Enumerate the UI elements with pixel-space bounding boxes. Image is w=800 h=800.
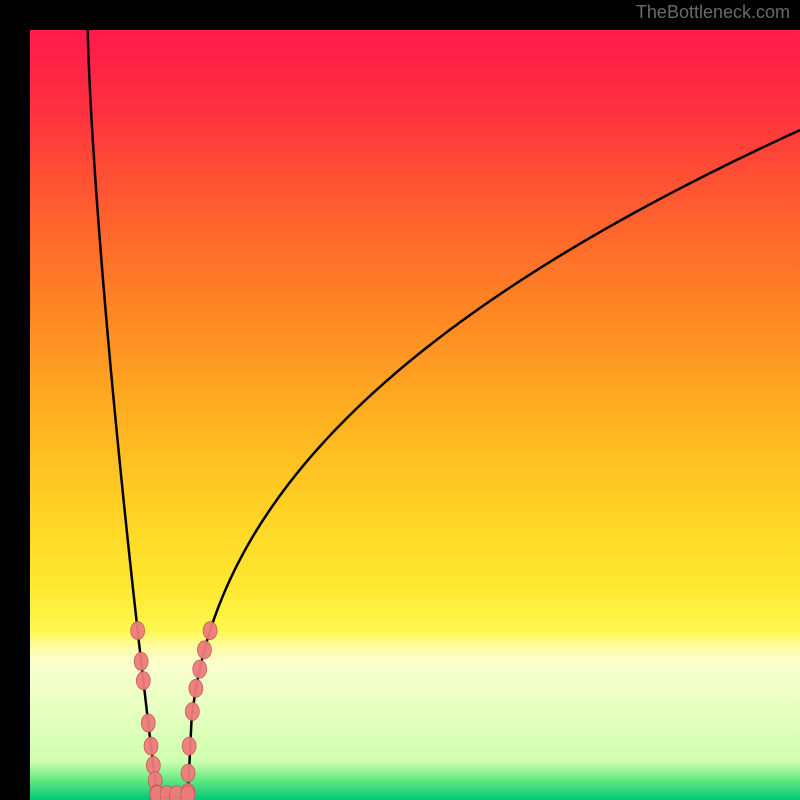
bottleneck-chart [30, 30, 800, 800]
watermark-text: TheBottleneck.com [636, 2, 790, 23]
gradient-background [30, 30, 800, 800]
